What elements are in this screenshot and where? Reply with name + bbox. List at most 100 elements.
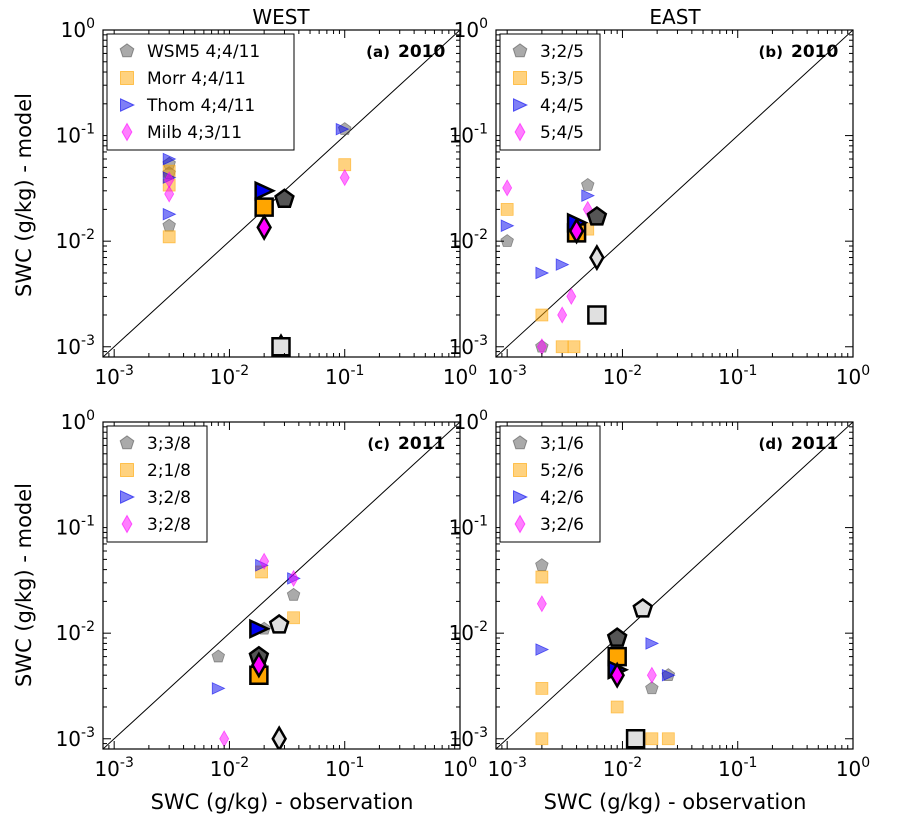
series-1 bbox=[500, 202, 595, 354]
data-point bbox=[557, 306, 568, 324]
data-point bbox=[500, 234, 514, 247]
data-point bbox=[164, 185, 175, 203]
series-3 bbox=[164, 169, 350, 203]
legend-entry: 3;3/8 bbox=[147, 434, 191, 454]
mean-point bbox=[254, 197, 274, 217]
mean-point bbox=[256, 213, 272, 241]
data-point bbox=[645, 732, 659, 746]
x-tick-label: 10-3 bbox=[487, 363, 526, 389]
panel-year: 2011 bbox=[398, 434, 445, 454]
y-tick-label: 10-1 bbox=[449, 122, 488, 148]
legend-marker bbox=[121, 514, 133, 534]
plot-area bbox=[496, 30, 853, 357]
legend-marker bbox=[120, 98, 136, 112]
data-point bbox=[339, 169, 350, 187]
scatter-panel-b: 10-3 10-3 10-2 10-2 10-1 10-1 100 100 3;2/5 5;3/5… bbox=[449, 16, 871, 389]
data-point bbox=[500, 202, 514, 216]
column-title-east: EAST bbox=[649, 5, 701, 29]
series-1 bbox=[535, 570, 675, 746]
plot-area bbox=[103, 422, 460, 749]
mean-point bbox=[274, 188, 295, 208]
legend-entry: 3;2/8 bbox=[147, 488, 191, 508]
legend-marker bbox=[120, 490, 136, 504]
reference-point bbox=[625, 729, 646, 749]
data-point bbox=[661, 732, 675, 746]
data-point bbox=[162, 218, 176, 232]
data-point bbox=[162, 230, 176, 244]
mean-point bbox=[586, 205, 608, 226]
data-point bbox=[500, 219, 515, 233]
legend-entry: 5;3/5 bbox=[540, 69, 584, 89]
plot-area bbox=[103, 30, 460, 357]
x-tick-label: 10-2 bbox=[210, 755, 249, 781]
column-title-west: WEST bbox=[252, 5, 310, 29]
y-axis-label-top: SWC (g/kg) - model bbox=[12, 93, 36, 297]
x-tick-label: 10-1 bbox=[325, 755, 364, 781]
data-point bbox=[645, 681, 659, 695]
reference-point bbox=[632, 597, 654, 618]
data-point bbox=[535, 558, 549, 571]
data-point bbox=[286, 587, 301, 601]
y-tick-label: 10-3 bbox=[56, 725, 95, 751]
legend-entry: 5;2/6 bbox=[540, 461, 584, 481]
mean-point bbox=[254, 180, 277, 201]
y-tick-label: 10-3 bbox=[449, 725, 488, 751]
reference-point bbox=[268, 613, 290, 634]
data-point bbox=[211, 649, 226, 663]
y-tick-label: 100 bbox=[454, 408, 488, 434]
data-point bbox=[535, 643, 550, 656]
series-2 bbox=[535, 637, 676, 682]
data-point bbox=[338, 158, 352, 172]
x-axis-label-left: SWC (g/kg) - observation bbox=[151, 790, 414, 814]
legend: 3;1/6 5;2/6 4;2/6 3;2/6 bbox=[499, 425, 601, 543]
plot-area bbox=[496, 422, 853, 749]
legend-entry: WSM5 4;4/11 bbox=[147, 42, 260, 62]
data-point bbox=[567, 340, 581, 354]
legend-marker bbox=[121, 122, 133, 142]
y-tick-label: 10-2 bbox=[56, 619, 95, 645]
scatter-panel-a: 10-3 10-3 10-2 10-2 10-1 10-1 100 100 WSM5 4;4/1… bbox=[56, 16, 478, 389]
mean-point bbox=[249, 618, 271, 639]
y-tick-label: 100 bbox=[454, 16, 488, 42]
series-2 bbox=[500, 189, 595, 280]
data-point bbox=[580, 177, 595, 191]
data-point bbox=[335, 122, 350, 136]
y-tick-label: 10-1 bbox=[449, 514, 488, 540]
axes-frame bbox=[495, 29, 854, 358]
one-to-one-line bbox=[496, 30, 853, 357]
legend-entry: Morr 4;4/11 bbox=[147, 69, 246, 89]
axes-frame bbox=[102, 29, 461, 358]
legend-entry: 3;2/8 bbox=[147, 515, 191, 535]
legend-marker bbox=[119, 435, 135, 450]
x-tick-label: 10-1 bbox=[718, 363, 757, 389]
legend-box bbox=[106, 33, 295, 151]
legend-marker bbox=[119, 43, 135, 58]
y-axis-label-bottom: SWC (g/kg) - model bbox=[12, 483, 36, 687]
data-point bbox=[162, 152, 177, 166]
data-point bbox=[502, 179, 513, 197]
data-point bbox=[535, 266, 550, 280]
mean-point bbox=[607, 646, 627, 667]
y-tick-label: 100 bbox=[61, 16, 95, 42]
legend-entry: 5;4/5 bbox=[540, 123, 584, 143]
mean-point bbox=[568, 217, 585, 245]
y-tick-label: 100 bbox=[61, 408, 95, 434]
x-tick-label: 100 bbox=[836, 363, 870, 389]
legend-entry: 4;2/6 bbox=[540, 488, 584, 508]
panel-year: 2010 bbox=[398, 42, 445, 62]
legend-marker bbox=[514, 514, 526, 534]
data-point bbox=[645, 637, 660, 650]
data-point bbox=[646, 666, 657, 684]
legend-entry: Milb 4;3/11 bbox=[147, 123, 242, 143]
axes-frame bbox=[102, 421, 461, 750]
legend-marker bbox=[513, 490, 529, 504]
legend-entry: 3;2/5 bbox=[540, 42, 584, 62]
y-tick-label: 10-1 bbox=[56, 514, 95, 540]
y-tick-label: 10-3 bbox=[56, 333, 95, 359]
x-axis-label-right: SWC (g/kg) - observation bbox=[544, 790, 807, 814]
data-point bbox=[535, 570, 549, 584]
data-point bbox=[536, 595, 547, 613]
legend-marker bbox=[512, 43, 528, 58]
data-point bbox=[661, 668, 676, 682]
legend-marker bbox=[513, 71, 527, 85]
